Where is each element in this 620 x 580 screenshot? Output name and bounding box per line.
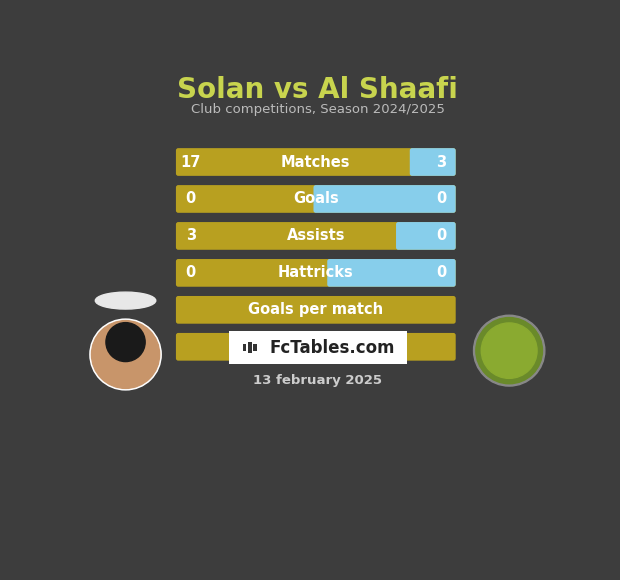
FancyBboxPatch shape (229, 331, 407, 364)
FancyBboxPatch shape (176, 259, 456, 287)
FancyBboxPatch shape (314, 185, 456, 213)
Text: 0: 0 (436, 191, 446, 206)
Text: Goals: Goals (293, 191, 339, 206)
Ellipse shape (95, 292, 156, 309)
FancyBboxPatch shape (176, 185, 456, 213)
Text: FcTables.com: FcTables.com (269, 339, 395, 357)
Circle shape (92, 321, 160, 389)
Text: Min per goal: Min per goal (264, 339, 368, 354)
FancyBboxPatch shape (248, 342, 252, 353)
FancyBboxPatch shape (410, 148, 456, 176)
Text: Hattricks: Hattricks (278, 266, 353, 280)
Text: 3: 3 (436, 154, 446, 169)
Circle shape (476, 317, 542, 384)
FancyBboxPatch shape (242, 345, 247, 351)
Text: Goals per match: Goals per match (248, 302, 383, 317)
Text: 0: 0 (436, 266, 446, 280)
FancyBboxPatch shape (327, 259, 456, 287)
Text: Assists: Assists (286, 229, 345, 244)
FancyBboxPatch shape (176, 333, 456, 361)
Circle shape (90, 319, 161, 390)
Circle shape (106, 322, 145, 361)
Text: 13 february 2025: 13 february 2025 (253, 374, 383, 387)
Text: 17: 17 (180, 154, 201, 169)
Text: Solan vs Al Shaafi: Solan vs Al Shaafi (177, 77, 458, 104)
Text: 0: 0 (436, 229, 446, 244)
FancyBboxPatch shape (176, 296, 456, 324)
Text: Matches: Matches (281, 154, 350, 169)
FancyBboxPatch shape (254, 344, 257, 351)
Text: 3: 3 (185, 229, 196, 244)
Text: Club competitions, Season 2024/2025: Club competitions, Season 2024/2025 (191, 103, 445, 116)
Text: 0: 0 (185, 266, 196, 280)
FancyBboxPatch shape (396, 222, 456, 250)
Circle shape (481, 323, 537, 378)
FancyBboxPatch shape (176, 222, 456, 250)
FancyBboxPatch shape (176, 148, 456, 176)
Circle shape (474, 316, 545, 386)
Text: 0: 0 (185, 191, 196, 206)
